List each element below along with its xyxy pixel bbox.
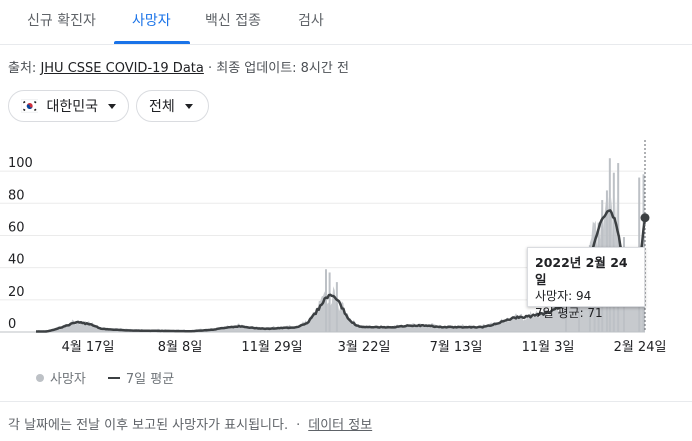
active-tab-indicator [114,41,190,44]
seven-day-average-line [36,209,647,333]
country-select[interactable]: 대한민국 [8,90,129,122]
tab-new-cases[interactable]: 신규 확진자 [27,13,96,29]
tooltip-date: 2022년 2월 24일 [535,255,628,287]
south-korea-flag-icon [21,99,39,113]
chart-tooltip: 2022년 2월 24일 사망자: 94 7일 평균: 71 [527,247,645,320]
tab-tests[interactable]: 검사 [298,13,324,29]
y-tick-label: 20 [8,285,25,300]
y-tick-label: 60 [8,220,25,235]
x-tick-label: 11월 29일 [241,340,302,355]
tab-deaths[interactable]: 사망자 [132,13,171,29]
data-source: 출처: JHU CSSE COVID-19 Data · 최종 업데이트: 8시… [8,57,349,76]
deaths-legend-dot-icon [36,373,44,382]
hover-point [640,213,650,223]
country-label: 대한민국 [46,99,98,115]
last-updated: · 최종 업데이트: 8시간 전 [203,61,349,76]
average-legend-line-icon [107,376,120,379]
chevron-down-icon [184,103,193,109]
x-tick-label: 4월 17일 [62,340,115,355]
divider [0,401,692,402]
chevron-down-icon [108,103,116,109]
footnote-text: 각 날짜에는 전날 이후 보고된 사망자가 표시됩니다. [8,418,289,433]
x-tick-label: 11월 3일 [522,340,575,355]
footnote: 각 날짜에는 전날 이후 보고된 사망자가 표시됩니다. · 데이터 정보 [8,414,372,433]
legend-deaths: 사망자 [50,372,86,387]
x-tick-label: 2월 24일 [614,340,667,355]
x-tick-label: 3월 22일 [338,340,391,355]
chart-legend: 사망자 7일 평균 [36,368,174,387]
range-label: 전체 [149,99,175,115]
y-tick-label: 40 [8,253,25,268]
x-tick-label: 7월 13일 [430,340,483,355]
x-axis: 4월 17일 8월 8일 11월 29일 3월 22일 7월 13일 11월 3일 2월 2… [62,340,667,355]
tooltip-deaths: 사망자: 94 [535,289,592,303]
tab-vaccinations[interactable]: 백신 접종 [205,13,261,29]
tooltip-average: 7일 평균: 71 [535,306,603,320]
range-select[interactable]: 전체 [136,90,209,122]
daily-death-bar [328,272,331,332]
y-axis: 0 20 40 60 80 100 [8,156,33,332]
legend-average: 7일 평균 [125,372,175,387]
x-tick-label: 8월 8일 [158,340,203,355]
y-tick-label: 100 [8,156,33,171]
data-info-link[interactable]: 데이터 정보 [308,418,373,433]
source-prefix: 출처: [8,61,41,76]
daily-deaths-area [36,196,645,332]
tab-bar: 신규 확진자 사망자 백신 접종 검사 [0,0,692,45]
footnote-separator: · [296,418,301,433]
y-tick-label: 0 [8,317,16,332]
source-link[interactable]: JHU CSSE COVID-19 Data [40,61,204,76]
y-tick-label: 80 [8,188,25,203]
